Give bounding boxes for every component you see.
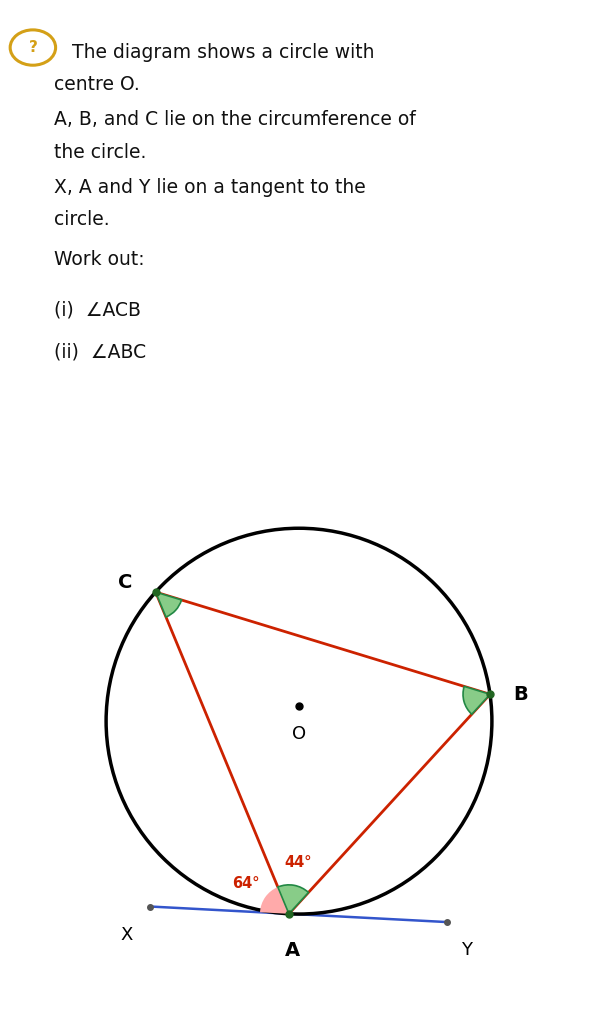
Text: (i)  ∠ACB: (i) ∠ACB	[54, 301, 141, 319]
Text: C: C	[118, 572, 133, 592]
Wedge shape	[260, 887, 289, 913]
Wedge shape	[155, 592, 181, 617]
Text: X, A and Y lie on a tangent to the: X, A and Y lie on a tangent to the	[54, 177, 365, 197]
Text: ?: ?	[29, 40, 37, 55]
Text: (ii)  ∠ABC: (ii) ∠ABC	[54, 343, 146, 361]
Text: O: O	[292, 725, 306, 743]
Text: X: X	[121, 926, 133, 944]
Text: B: B	[513, 685, 528, 703]
Wedge shape	[278, 885, 309, 913]
Text: 64°: 64°	[233, 877, 260, 891]
Text: circle.: circle.	[54, 210, 109, 229]
Text: centre O.: centre O.	[54, 75, 139, 94]
Text: Work out:: Work out:	[54, 250, 145, 268]
Text: A: A	[285, 941, 300, 959]
Text: The diagram shows a circle with: The diagram shows a circle with	[72, 43, 374, 61]
Text: A, B, and C lie on the circumference of: A, B, and C lie on the circumference of	[54, 111, 416, 129]
Text: Y: Y	[460, 941, 472, 959]
Text: the circle.: the circle.	[54, 142, 146, 162]
Wedge shape	[463, 686, 490, 714]
Text: 44°: 44°	[284, 855, 312, 870]
